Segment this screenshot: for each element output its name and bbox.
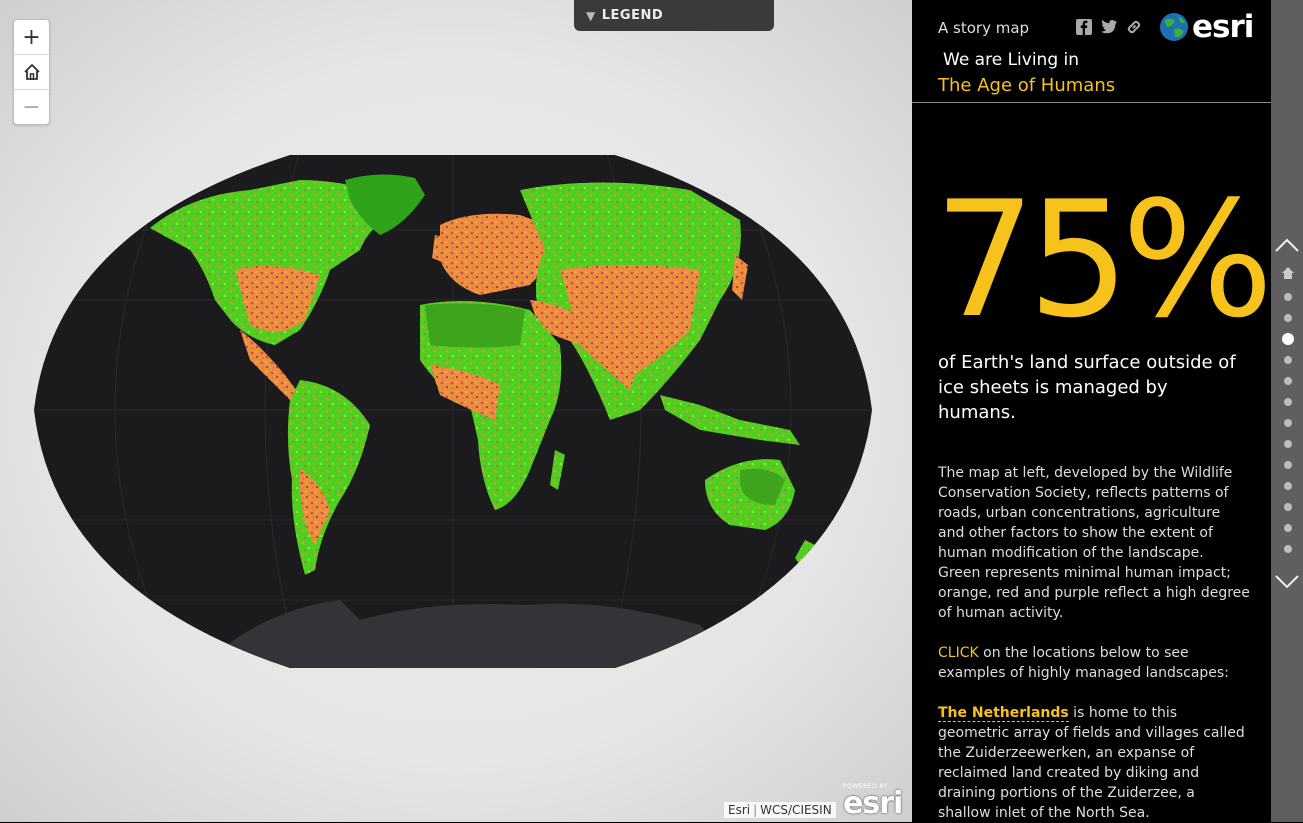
north-america [150, 180, 395, 345]
click-instruction-text: on the locations below to see examples o… [938, 645, 1229, 681]
legend-toggle[interactable]: ▼ LEGEND [574, 0, 774, 31]
zoom-control: + − [13, 19, 50, 125]
home-icon [1282, 267, 1294, 279]
section-navigation [1271, 0, 1303, 822]
europe [440, 213, 560, 295]
link-icon[interactable] [1126, 19, 1142, 39]
twitter-icon[interactable] [1100, 19, 1118, 39]
section-dot[interactable] [1284, 545, 1292, 553]
panel-header: A story map esri We are Living in The Ag… [912, 0, 1271, 103]
map-attribution: Esri | WCS/CIESIN [724, 802, 836, 818]
section-dot[interactable] [1284, 461, 1292, 469]
click-instruction: CLICK on the locations below to see exam… [938, 643, 1250, 683]
section-dot[interactable] [1284, 482, 1292, 490]
story-panel: A story map esri We are Living in The Ag… [912, 0, 1274, 823]
section-dot[interactable] [1284, 419, 1292, 427]
attribution-esri: Esri [728, 803, 751, 817]
stat-caption: of Earth's land surface outside of ice s… [938, 352, 1236, 423]
globe-icon [1160, 13, 1188, 41]
chevron-down-icon: ▼ [586, 8, 596, 23]
powered-brand: esri [843, 786, 903, 821]
powered-by-label: POWERED BY [843, 783, 889, 790]
plus-icon: + [22, 24, 41, 50]
next-section-button[interactable] [1275, 570, 1299, 595]
world-map[interactable] [0, 0, 912, 822]
powered-by-esri-logo[interactable]: POWERED BY esri [843, 783, 905, 821]
section-dot[interactable] [1284, 356, 1292, 364]
home-extent-button[interactable] [14, 55, 49, 90]
esri-logo-text: esri [1192, 9, 1254, 45]
section-dot-active[interactable] [1282, 333, 1294, 345]
legend-label: LEGEND [601, 8, 664, 23]
story-content: 75% of Earth's land surface outside of i… [934, 170, 1274, 823]
description-paragraph: The map at left, developed by the Wildli… [938, 465, 1250, 621]
click-word: CLICK [938, 645, 979, 661]
esri-logo[interactable]: esri [1159, 9, 1254, 45]
place-entry: The Netherlands is home to this geometri… [938, 703, 1250, 823]
section-dot[interactable] [1284, 314, 1292, 322]
previous-section-button[interactable] [1275, 233, 1299, 258]
facebook-icon[interactable] [1076, 19, 1092, 39]
section-dot[interactable] [1284, 293, 1292, 301]
home-icon [23, 63, 40, 80]
story-map-label: A story map [938, 19, 1030, 37]
story-title-line2: The Age of Humans [938, 75, 1116, 96]
home-section-button[interactable] [1281, 265, 1295, 284]
map-view[interactable]: + − ▼ LEGEND Esri | WCS/CIESIN POWERED BY … [0, 0, 912, 822]
minus-icon: − [22, 94, 41, 120]
zoom-out-button[interactable]: − [14, 90, 49, 124]
chevron-down-icon [1275, 575, 1299, 589]
section-dot[interactable] [1284, 524, 1292, 532]
attribution-source: WCS/CIESIN [760, 803, 832, 817]
share-links [1076, 19, 1142, 39]
section-dot[interactable] [1284, 440, 1292, 448]
section-dot[interactable] [1284, 503, 1292, 511]
section-dot[interactable] [1284, 398, 1292, 406]
chevron-up-icon [1275, 238, 1299, 252]
section-dot[interactable] [1284, 377, 1292, 385]
place-link-netherlands[interactable]: The Netherlands [938, 705, 1069, 722]
big-stat: 75% [934, 166, 1274, 353]
story-title-line1: We are Living in [943, 50, 1080, 70]
place-description: is home to this geometric array of field… [938, 705, 1245, 821]
greenland [345, 174, 425, 235]
zoom-in-button[interactable]: + [14, 20, 49, 55]
